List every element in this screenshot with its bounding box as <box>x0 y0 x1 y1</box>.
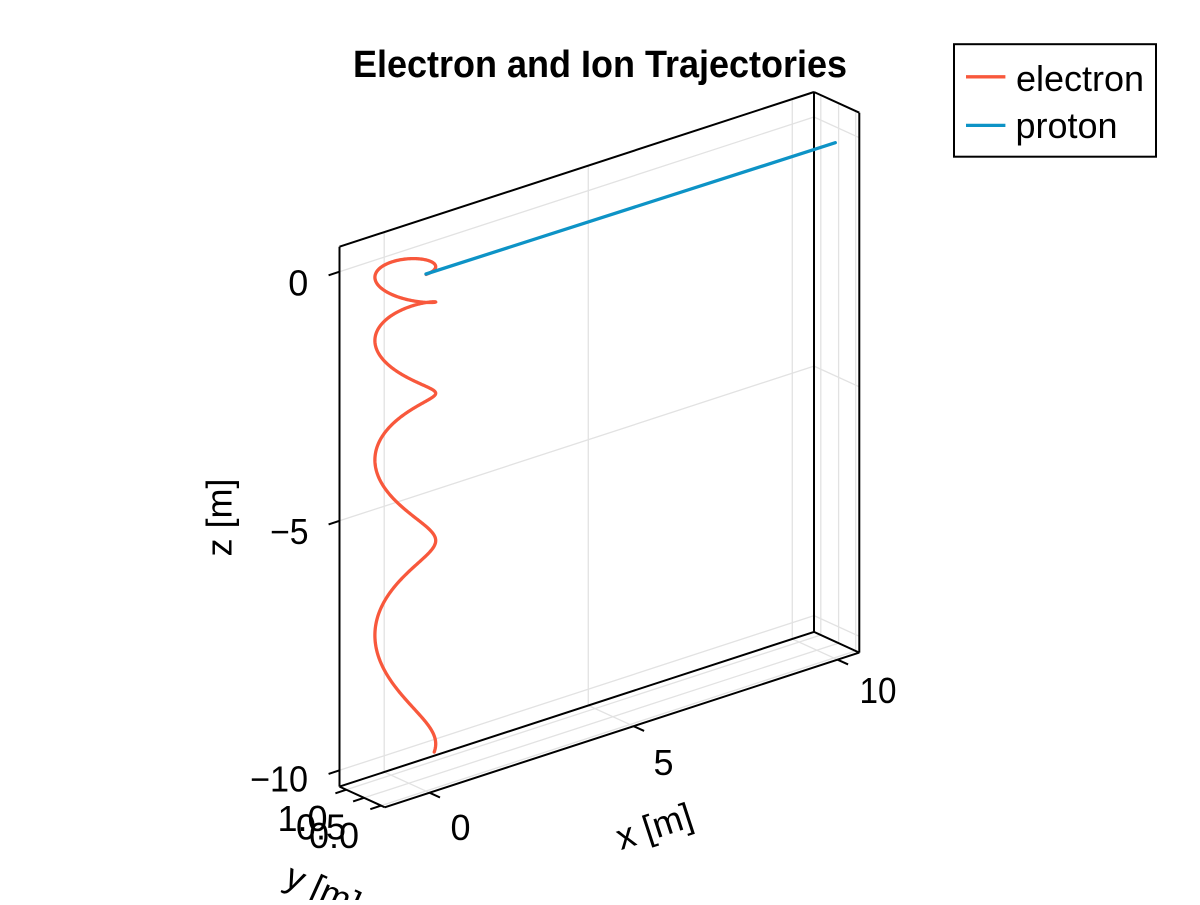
svg-text:−10: −10 <box>250 759 308 800</box>
svg-text:−5: −5 <box>270 511 309 552</box>
svg-text:proton: proton <box>1016 105 1118 146</box>
svg-text:0.5: 0.5 <box>296 807 346 848</box>
svg-text:z [m]: z [m] <box>199 479 240 557</box>
svg-text:1.0: 1.0 <box>278 798 328 839</box>
svg-text:5: 5 <box>654 742 674 783</box>
svg-text:10: 10 <box>860 670 897 711</box>
svg-text:0.0: 0.0 <box>309 815 359 856</box>
svg-text:Electron and Ion Trajectories: Electron and Ion Trajectories <box>353 44 847 86</box>
svg-text:electron: electron <box>1016 58 1144 99</box>
svg-text:0: 0 <box>451 807 471 848</box>
svg-text:0: 0 <box>288 262 308 303</box>
